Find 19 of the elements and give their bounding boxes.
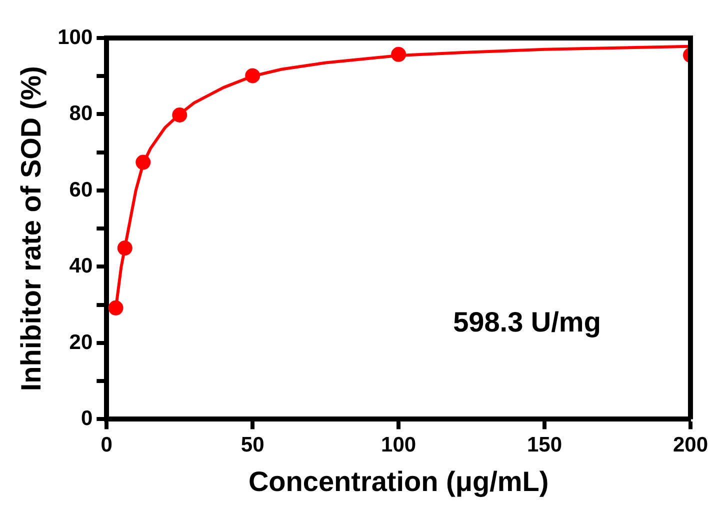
y-axis-title: Inhibitor rate of SOD (%) — [16, 66, 47, 392]
y-tick-label: 100 — [58, 26, 93, 49]
x-tick-label: 150 — [526, 434, 562, 457]
y-tick-label: 60 — [69, 178, 93, 202]
point — [245, 68, 260, 84]
point — [136, 154, 151, 170]
x-tick-label: 50 — [240, 434, 264, 457]
x-tick-label: 200 — [672, 434, 708, 457]
y-tick-label: 80 — [69, 102, 93, 126]
point — [117, 240, 132, 256]
x-tick-label: 0 — [100, 434, 112, 457]
y-tick-label: 40 — [69, 254, 93, 278]
x-axis-title: Concentration (μg/mL) — [248, 466, 549, 497]
annotation: 598.3 U/mg — [453, 306, 601, 338]
point — [108, 300, 124, 316]
point — [172, 108, 188, 123]
x-tick-label: 100 — [381, 434, 416, 457]
y-tick-label: 20 — [69, 330, 93, 354]
y-tick-label: 0 — [80, 406, 93, 430]
